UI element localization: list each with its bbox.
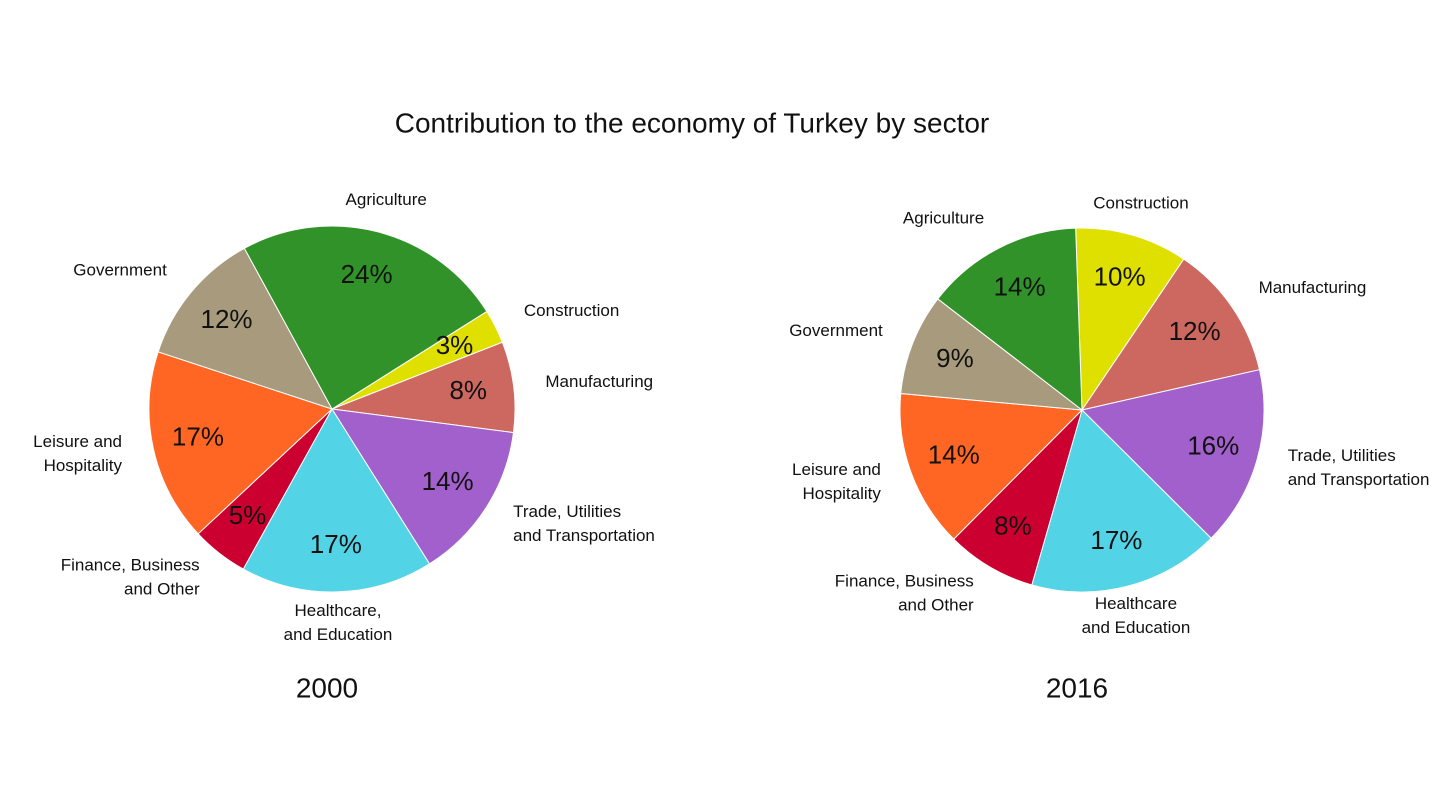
category-label: Construction — [524, 302, 619, 321]
pie-title: 2000 — [296, 672, 358, 703]
value-label: 14% — [422, 466, 474, 496]
value-label: 17% — [1090, 525, 1142, 555]
pie-slice — [331, 408, 515, 565]
pie-slice — [937, 227, 1083, 412]
label-line: and Transportation — [513, 526, 655, 545]
pie-slice — [242, 408, 431, 593]
label-line: and Transportation — [1288, 470, 1430, 489]
label-line: Government — [73, 261, 167, 280]
label-line: and Education — [284, 625, 393, 644]
category-label: Finance, Business and Other — [835, 572, 974, 615]
label-line: Agriculture — [903, 209, 984, 228]
label-line: Trade, Utilities — [513, 502, 621, 521]
category-label: Government — [73, 261, 167, 280]
value-label: 12% — [1169, 316, 1221, 346]
pie-title: 2016 — [1046, 672, 1108, 703]
category-label: Agriculture — [903, 209, 984, 228]
category-label: Government — [789, 321, 883, 340]
value-label: 17% — [310, 529, 362, 559]
value-label: 9% — [936, 343, 974, 373]
value-label: 3% — [436, 330, 474, 360]
pie-slice — [1031, 409, 1212, 593]
label-line: Construction — [1093, 194, 1188, 213]
label-line: Manufacturing — [545, 372, 653, 391]
pie-slice — [157, 247, 334, 410]
category-label: Manufacturing — [545, 372, 653, 391]
label-line: Leisure and — [33, 433, 122, 452]
category-label: Healthcare, and Education — [284, 601, 393, 644]
label-line: Finance, Business — [835, 572, 974, 591]
category-label: Trade, Utilities and Transportation — [513, 502, 655, 545]
value-label: 16% — [1187, 430, 1239, 460]
label-line: Trade, Utilities — [1288, 446, 1396, 465]
pie-slice — [331, 341, 516, 434]
pie — [148, 225, 516, 593]
pie-slice — [1080, 258, 1261, 411]
value-label: 8% — [994, 511, 1032, 541]
label-line: Finance, Business — [61, 556, 200, 575]
label-line: and Other — [124, 580, 200, 599]
pie-slice — [900, 298, 1084, 411]
category-label: Finance, Business and Other — [61, 556, 200, 599]
category-label: Manufacturing — [1259, 279, 1367, 298]
pie-slice — [148, 351, 333, 535]
value-label: 14% — [994, 271, 1046, 301]
pie-slice — [1075, 227, 1185, 412]
label-line: Healthcare, — [295, 601, 382, 620]
category-label: Leisure and Hospitality — [33, 433, 122, 476]
label-line: Hospitality — [802, 485, 881, 504]
label-line: and Other — [898, 596, 974, 615]
value-label: 24% — [341, 259, 393, 289]
chart-title: Contribution to the economy of Turkey by… — [395, 107, 990, 138]
category-label: Construction — [1093, 194, 1188, 213]
value-label: 10% — [1094, 262, 1146, 292]
value-label: 14% — [928, 440, 980, 470]
category-label: Leisure and Hospitality — [792, 461, 881, 504]
label-line: Agriculture — [346, 190, 427, 209]
value-label: 17% — [172, 421, 224, 451]
value-label: 12% — [201, 304, 253, 334]
label-line: Hospitality — [44, 457, 123, 476]
pie-slice — [243, 225, 488, 410]
category-label: Trade, Utilities and Transportation — [1288, 446, 1430, 489]
pie-slice — [1081, 369, 1265, 539]
pie — [899, 227, 1265, 593]
label-line: Construction — [524, 302, 619, 321]
category-label: Healthcare and Education — [1082, 595, 1191, 638]
pie-slice — [953, 409, 1083, 586]
label-line: Leisure and — [792, 461, 881, 480]
label-line: and Education — [1082, 619, 1191, 638]
value-label: 5% — [229, 500, 267, 530]
label-line: Government — [789, 321, 883, 340]
label-line: Manufacturing — [1259, 279, 1367, 298]
category-label: Agriculture — [346, 190, 427, 209]
pie-slice — [899, 392, 1084, 540]
value-label: 8% — [449, 375, 487, 405]
label-line: Healthcare — [1095, 595, 1177, 614]
